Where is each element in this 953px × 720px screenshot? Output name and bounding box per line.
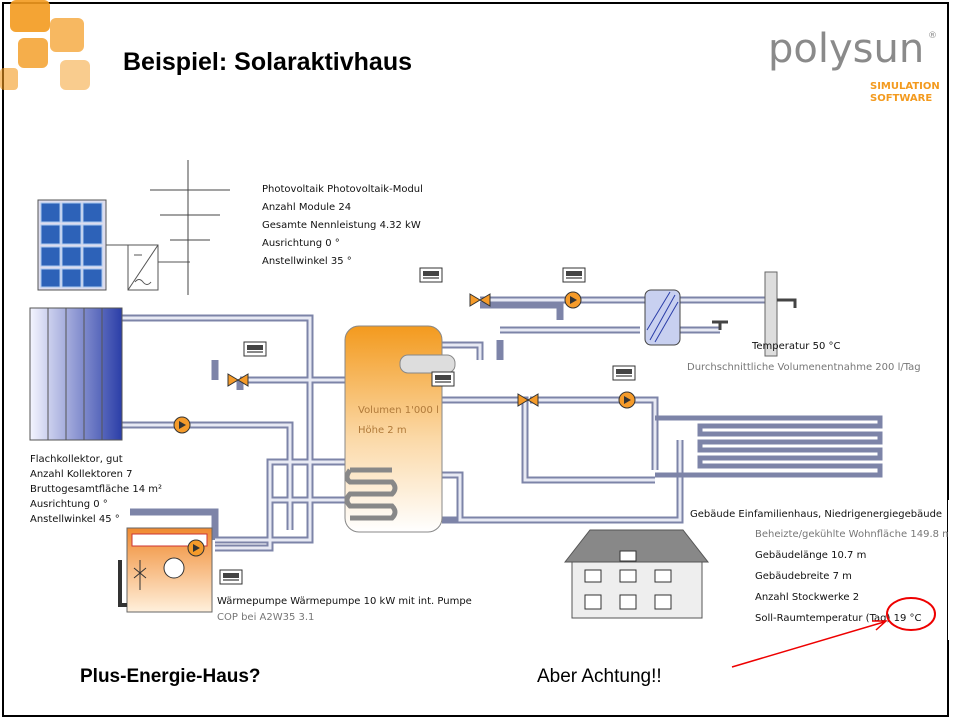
heat-exchanger (644, 289, 681, 346)
heat-pump-line: COP bei A2W35 3.1 (217, 612, 314, 623)
pv-line: Anstellwinkel 35 ° (262, 256, 352, 267)
collector-info: Flachkollektor, gut Anzahl Kollektoren 7… (30, 454, 162, 525)
building-line: Beheizte/gekühlte Wohnfläche 149.8 m (755, 529, 952, 540)
pv-line: Photovoltaik Photovoltaik-Modul (262, 184, 423, 195)
building-line: Gebäude Einfamilienhaus, Niedrigenergieg… (690, 509, 942, 520)
hot-water-line: Durchschnittliche Volumenentnahme 200 l/… (687, 362, 921, 373)
pipes (122, 296, 765, 552)
hot-water-line: Temperatur 50 °C (751, 341, 840, 352)
floor-heating (655, 415, 883, 478)
logo-line: SOFTWARE (870, 93, 932, 104)
heat-pump (118, 527, 213, 613)
collector-line: Anzahl Kollektoren 7 (30, 469, 133, 480)
pv-line: Gesamte Nennleistung 4.32 kW (262, 220, 421, 231)
logo-mark: ® (928, 31, 937, 41)
logo-name: polysun (768, 26, 924, 72)
inverter (106, 244, 190, 291)
warning: Aber Achtung!! (537, 666, 662, 687)
power-pylon (150, 160, 230, 295)
solar-collector (29, 307, 123, 441)
building-line: Soll-Raumtemperatur (Tag) 19 °C (755, 613, 921, 624)
house (563, 529, 710, 619)
corner-logo (0, 0, 90, 90)
clip-edge (948, 500, 953, 640)
heat-pump-info: Wärmepumpe Wärmepumpe 10 kW mit int. Pum… (217, 596, 472, 623)
highlight-arrow (731, 620, 888, 668)
storage-tank: Volumen 1'000 l Höhe 2 m (344, 325, 456, 533)
storage-line: Volumen 1'000 l (358, 405, 439, 416)
collector-line: Bruttogesamtfläche 14 m² (30, 484, 162, 495)
building-info: Gebäude Einfamilienhaus, Niedrigenergieg… (690, 509, 952, 624)
highlight-circle (886, 597, 936, 631)
collector-line: Ausrichtung 0 ° (30, 499, 108, 510)
question: Plus-Energie-Haus? (80, 666, 261, 687)
hot-water-info: Temperatur 50 °C Durchschnittliche Volum… (687, 341, 921, 373)
building-line: Gebäudelänge 10.7 m (755, 550, 866, 561)
pv-panel (37, 199, 107, 291)
logo-line: SIMULATION (870, 81, 940, 92)
pv-line: Anzahl Module 24 (262, 202, 351, 213)
title: Beispiel: Solaraktivhaus (123, 48, 412, 76)
storage-line: Höhe 2 m (358, 425, 407, 436)
building-line: Gebäudebreite 7 m (755, 571, 852, 582)
heat-pump-line: Wärmepumpe Wärmepumpe 10 kW mit int. Pum… (217, 596, 472, 607)
building-line: Anzahl Stockwerke 2 (755, 592, 859, 603)
pv-info: Photovoltaik Photovoltaik-Modul Anzahl M… (262, 184, 423, 267)
valves (227, 293, 539, 407)
collector-line: Flachkollektor, gut (30, 454, 123, 465)
pv-line: Ausrichtung 0 ° (262, 238, 340, 249)
tap-wall (712, 271, 797, 357)
collector-line: Anstellwinkel 45 ° (30, 514, 120, 525)
